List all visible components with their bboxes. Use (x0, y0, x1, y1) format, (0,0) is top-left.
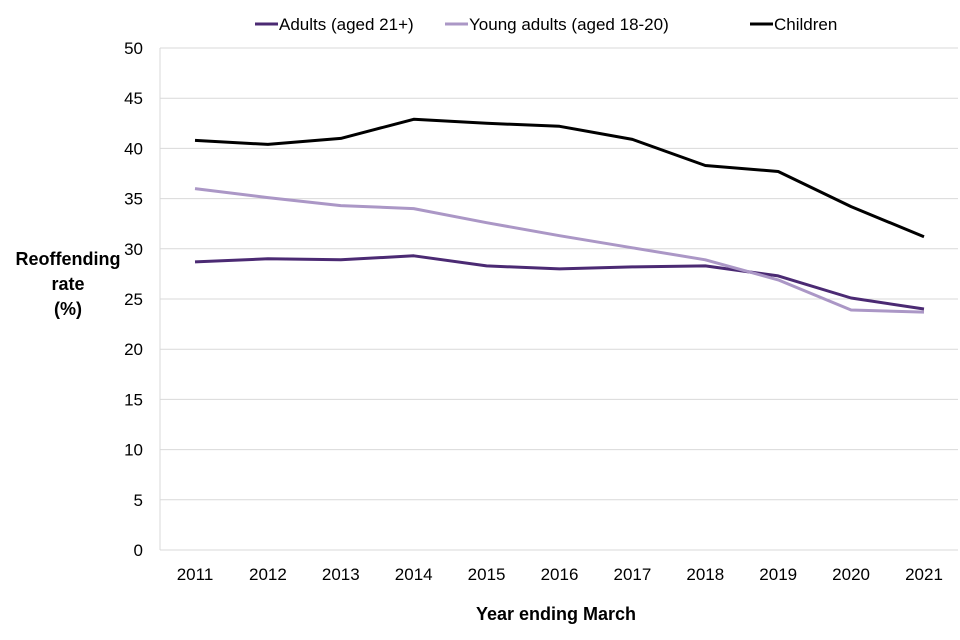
y-tick-label: 40 (124, 139, 143, 158)
x-tick-label: 2018 (686, 565, 724, 584)
series-adults-aged-21 (194, 254, 925, 311)
legend-item: Children (750, 15, 837, 34)
x-tick-label: 2016 (541, 565, 579, 584)
x-tick-label: 2015 (468, 565, 506, 584)
gridlines (160, 47, 958, 551)
y-tick-label: 50 (124, 39, 143, 58)
x-tick-label: 2021 (905, 565, 943, 584)
legend-label: Adults (aged 21+) (279, 15, 414, 34)
x-tick-label: 2011 (177, 565, 214, 584)
y-tick-labels: 0 5 10 15 20 25 30 35 40 45 50 (124, 39, 143, 560)
x-tick-label: 2014 (395, 565, 433, 584)
series-line (194, 187, 925, 314)
series-line (194, 117, 925, 239)
y-tick-label: 5 (134, 491, 143, 510)
legend-item: Young adults (aged 18-20) (445, 15, 669, 34)
legend-item: Adults (aged 21+) (255, 15, 414, 34)
y-tick-label: 10 (124, 441, 143, 460)
series-children (194, 117, 925, 239)
series-lines (194, 117, 925, 314)
x-tick-label: 2019 (759, 565, 797, 584)
y-tick-label: 35 (124, 190, 143, 209)
x-axis-title: Year ending March (476, 604, 636, 624)
legend-label: Children (774, 15, 837, 34)
y-tick-label: 30 (124, 240, 143, 259)
series-young-adults-aged-18-20 (194, 187, 925, 314)
x-tick-label: 2012 (249, 565, 287, 584)
y-axis-title: Reoffending rate (%) (16, 249, 121, 319)
series-line (194, 254, 925, 311)
y-tick-label: 20 (124, 340, 143, 359)
legend-label: Young adults (aged 18-20) (469, 15, 669, 34)
y-axis-title-line: Reoffending (16, 249, 121, 269)
x-tick-label: 2017 (613, 565, 651, 584)
y-tick-label: 45 (124, 89, 143, 108)
x-tick-label: 2020 (832, 565, 870, 584)
x-tick-labels: 2011 2012 2013 2014 2015 2016 2017 2018 2019 2020… (177, 565, 943, 584)
y-axis-title-line: (%) (54, 299, 82, 319)
y-tick-label: 25 (124, 290, 143, 309)
y-axis-title-line: rate (51, 274, 84, 294)
legend: Adults (aged 21+) Young adults (aged 18-2… (255, 15, 837, 34)
y-tick-label: 0 (134, 541, 143, 560)
y-tick-label: 15 (124, 390, 143, 409)
x-tick-label: 2013 (322, 565, 360, 584)
